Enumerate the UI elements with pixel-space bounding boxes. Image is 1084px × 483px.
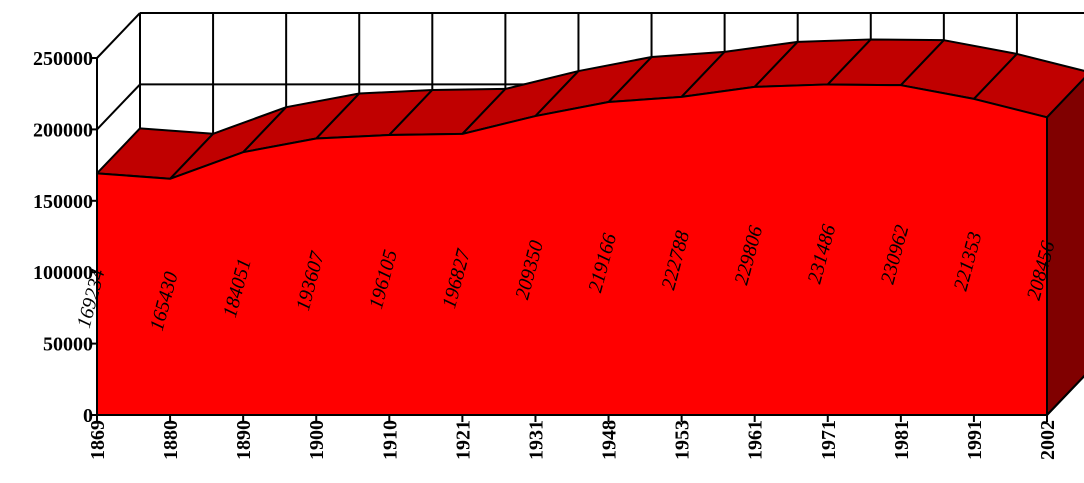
area-front-surface xyxy=(96,83,1048,416)
x-tick-label: 1880 xyxy=(160,420,182,460)
x-tick-label: 1991 xyxy=(964,420,986,460)
x-tick-label: 1931 xyxy=(525,420,547,460)
y-tick-label: 100000 xyxy=(33,262,93,284)
y-tick-label: 200000 xyxy=(33,119,93,141)
x-tick-label: 1961 xyxy=(745,420,767,460)
x-tick-label: 2002 xyxy=(1037,420,1059,460)
x-tick-label: 1971 xyxy=(818,420,840,460)
area-top-surface xyxy=(96,38,1084,418)
x-axis-depth-line xyxy=(1046,374,1084,416)
y-tick-label: 250000 xyxy=(33,48,93,70)
y-tick-label: 150000 xyxy=(33,191,93,213)
axes: 0 50000 100000 150000 200000 250000 1869 1880 18… xyxy=(33,48,1084,460)
y-tick-label: 0 xyxy=(83,405,93,427)
y-tick-label: 50000 xyxy=(43,334,93,356)
x-tick-label: 1948 xyxy=(599,420,621,460)
x-tick-label: 1900 xyxy=(306,420,328,460)
x-tick-label: 1953 xyxy=(672,420,694,460)
x-tick-label: 1869 xyxy=(87,420,109,460)
x-tick-label: 1910 xyxy=(379,420,401,460)
x-tick-label: 1981 xyxy=(891,420,913,460)
area-front-face xyxy=(96,83,1048,416)
grid-line-side xyxy=(96,12,141,59)
grid-line-side xyxy=(96,83,141,131)
x-tick-label: 1890 xyxy=(233,420,255,460)
x-tick-label: 1921 xyxy=(452,420,474,460)
